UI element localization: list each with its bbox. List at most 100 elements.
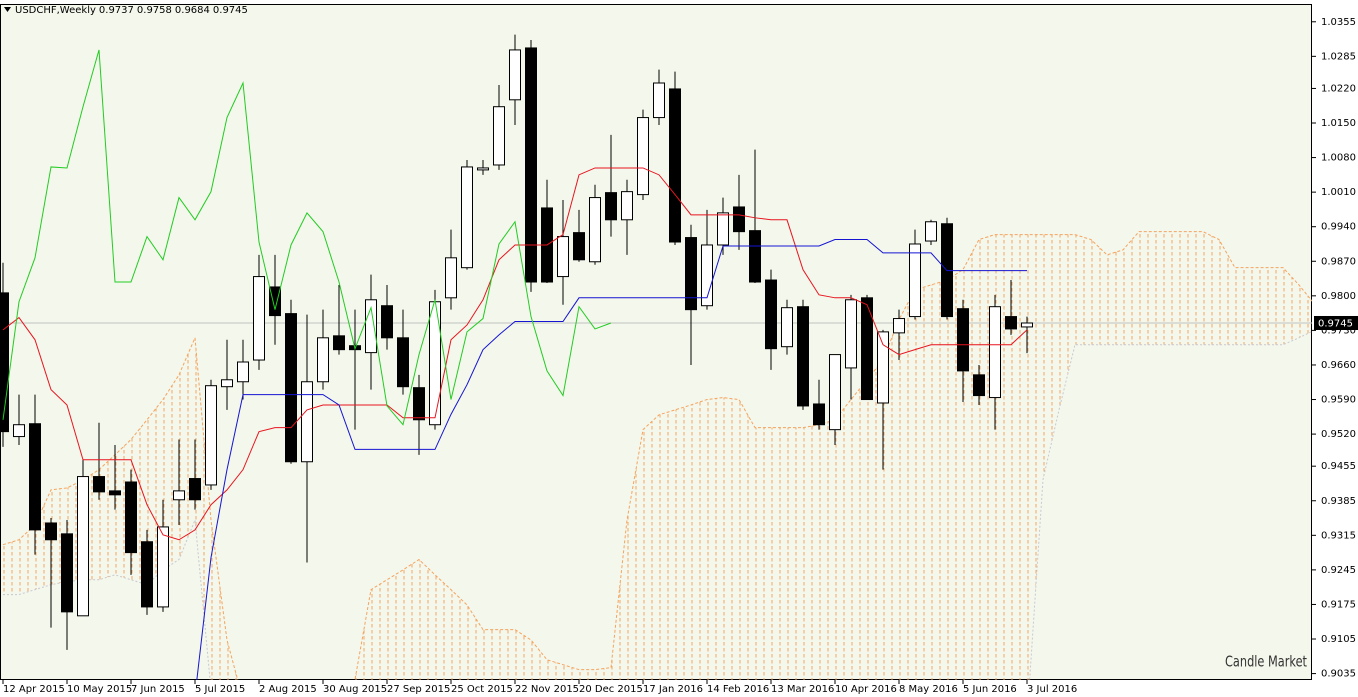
candle-body bbox=[669, 88, 681, 243]
y-tick-label: 1.0010 bbox=[1321, 187, 1356, 198]
y-tick-label: 0.9800 bbox=[1321, 291, 1356, 302]
y-tick-label: 1.0285 bbox=[1321, 51, 1356, 62]
menu-triangle[interactable] bbox=[4, 7, 11, 12]
indicator-line bbox=[2, 167, 1028, 541]
candle-body bbox=[365, 299, 377, 354]
indicator-line bbox=[2, 49, 612, 426]
x-tick-label: 5 Jun 2016 bbox=[963, 684, 1017, 695]
x-tick-label: 10 May 2015 bbox=[67, 684, 132, 695]
watermark: Candle Market bbox=[1225, 653, 1307, 671]
candle-body bbox=[829, 354, 841, 431]
candle-body bbox=[877, 331, 889, 404]
candle-body bbox=[765, 279, 777, 350]
x-tick-label: 14 Feb 2016 bbox=[707, 684, 769, 695]
candle-body bbox=[141, 541, 153, 608]
header-close: 0.9745 bbox=[213, 5, 248, 16]
candle-body bbox=[605, 192, 617, 221]
y-tick-label: 0.9870 bbox=[1321, 256, 1356, 267]
candle-body bbox=[925, 221, 937, 242]
y-tick-label: 0.9035 bbox=[1321, 669, 1356, 680]
indicator-line bbox=[196, 239, 1027, 680]
x-tick-label: 7 Jun 2015 bbox=[131, 684, 185, 695]
candle-body bbox=[205, 385, 217, 486]
candle-body bbox=[781, 307, 793, 348]
y-tick-label: 0.9590 bbox=[1321, 395, 1356, 406]
x-tick-label: 12 Apr 2015 bbox=[3, 684, 65, 695]
candle-body bbox=[173, 490, 185, 501]
y-tick-label: 0.9520 bbox=[1321, 429, 1356, 440]
candle-body bbox=[461, 166, 473, 269]
candle-body bbox=[909, 243, 921, 318]
candle-body bbox=[301, 381, 313, 463]
candle-body bbox=[685, 237, 697, 311]
candle-body bbox=[733, 206, 745, 233]
chart-title: USDCHF,Weekly bbox=[15, 5, 96, 16]
chart-header: USDCHF,Weekly 0.9737 0.9758 0.9684 0.9745 bbox=[15, 5, 248, 16]
candle-body bbox=[109, 490, 121, 496]
span-a-line bbox=[2, 231, 1312, 680]
y-tick-label: 1.0080 bbox=[1321, 153, 1356, 164]
y-tick-label: 0.9730 bbox=[1321, 325, 1356, 336]
candle-body bbox=[1005, 316, 1017, 330]
candle-body bbox=[989, 306, 1001, 399]
y-tick-label: 0.9105 bbox=[1321, 634, 1356, 645]
candle-body bbox=[93, 476, 105, 493]
y-tick-label: 0.9660 bbox=[1321, 360, 1356, 371]
header-open: 0.9737 bbox=[99, 5, 134, 16]
x-tick-label: 30 Aug 2015 bbox=[323, 684, 387, 695]
candle-body bbox=[957, 308, 969, 372]
candle-body bbox=[701, 244, 713, 307]
candle-body bbox=[893, 318, 905, 334]
header-high: 0.9758 bbox=[137, 5, 172, 16]
y-tick-label: 0.9385 bbox=[1321, 496, 1356, 507]
candle-body bbox=[381, 305, 393, 339]
candle-body bbox=[749, 230, 761, 283]
candle-body bbox=[157, 526, 169, 608]
candle-body bbox=[0, 292, 9, 433]
x-tick-label: 2 Aug 2015 bbox=[259, 684, 317, 695]
candle-body bbox=[493, 106, 505, 166]
candle-body bbox=[557, 236, 569, 278]
x-tick-label: 27 Sep 2015 bbox=[387, 684, 450, 695]
x-tick-label: 22 Nov 2015 bbox=[515, 684, 579, 695]
candle-body bbox=[125, 481, 137, 554]
candle-body bbox=[973, 374, 985, 397]
candle-body bbox=[621, 191, 633, 221]
candle-body bbox=[845, 299, 857, 369]
y-tick-label: 1.0355 bbox=[1321, 17, 1356, 28]
y-tick-label: 0.9175 bbox=[1321, 599, 1356, 610]
y-tick-label: 1.0150 bbox=[1321, 118, 1356, 129]
cloud-fill bbox=[3, 231, 1312, 680]
candle-body bbox=[317, 337, 329, 383]
candle-body bbox=[1021, 322, 1033, 328]
candle-body bbox=[45, 522, 57, 541]
x-tick-label: 8 May 2016 bbox=[899, 684, 958, 695]
y-tick-label: 0.9940 bbox=[1321, 222, 1356, 233]
axes: 1.0355 1.0285 1.0220 1.0150 1.0080 1.0010 0.99… bbox=[2, 17, 1358, 695]
candle-body bbox=[861, 297, 873, 401]
y-tick-label: 1.0220 bbox=[1321, 83, 1356, 94]
price-label: 0.9745 bbox=[1318, 318, 1353, 329]
candle-body bbox=[285, 313, 297, 463]
candle-body bbox=[589, 197, 601, 263]
candle-body bbox=[269, 286, 281, 317]
x-tick-label: 3 Jul 2016 bbox=[1027, 684, 1077, 695]
candle-body bbox=[253, 276, 265, 361]
x-tick-label: 5 Jul 2015 bbox=[195, 684, 245, 695]
y-tick-label: 0.9245 bbox=[1321, 565, 1356, 576]
candle-body bbox=[573, 232, 585, 261]
x-tick-label: 13 Mar 2016 bbox=[771, 684, 834, 695]
candle-body bbox=[221, 379, 233, 388]
candle-body bbox=[653, 82, 665, 119]
candle-body bbox=[509, 49, 521, 101]
candle-body bbox=[477, 167, 489, 171]
span-b-line bbox=[3, 330, 1312, 680]
header-low: 0.9684 bbox=[175, 5, 210, 16]
candle-body bbox=[237, 361, 249, 383]
candle-body bbox=[13, 424, 25, 438]
candle-body bbox=[525, 47, 537, 283]
plot bbox=[0, 34, 1312, 680]
y-tick-label: 0.9455 bbox=[1321, 461, 1356, 472]
